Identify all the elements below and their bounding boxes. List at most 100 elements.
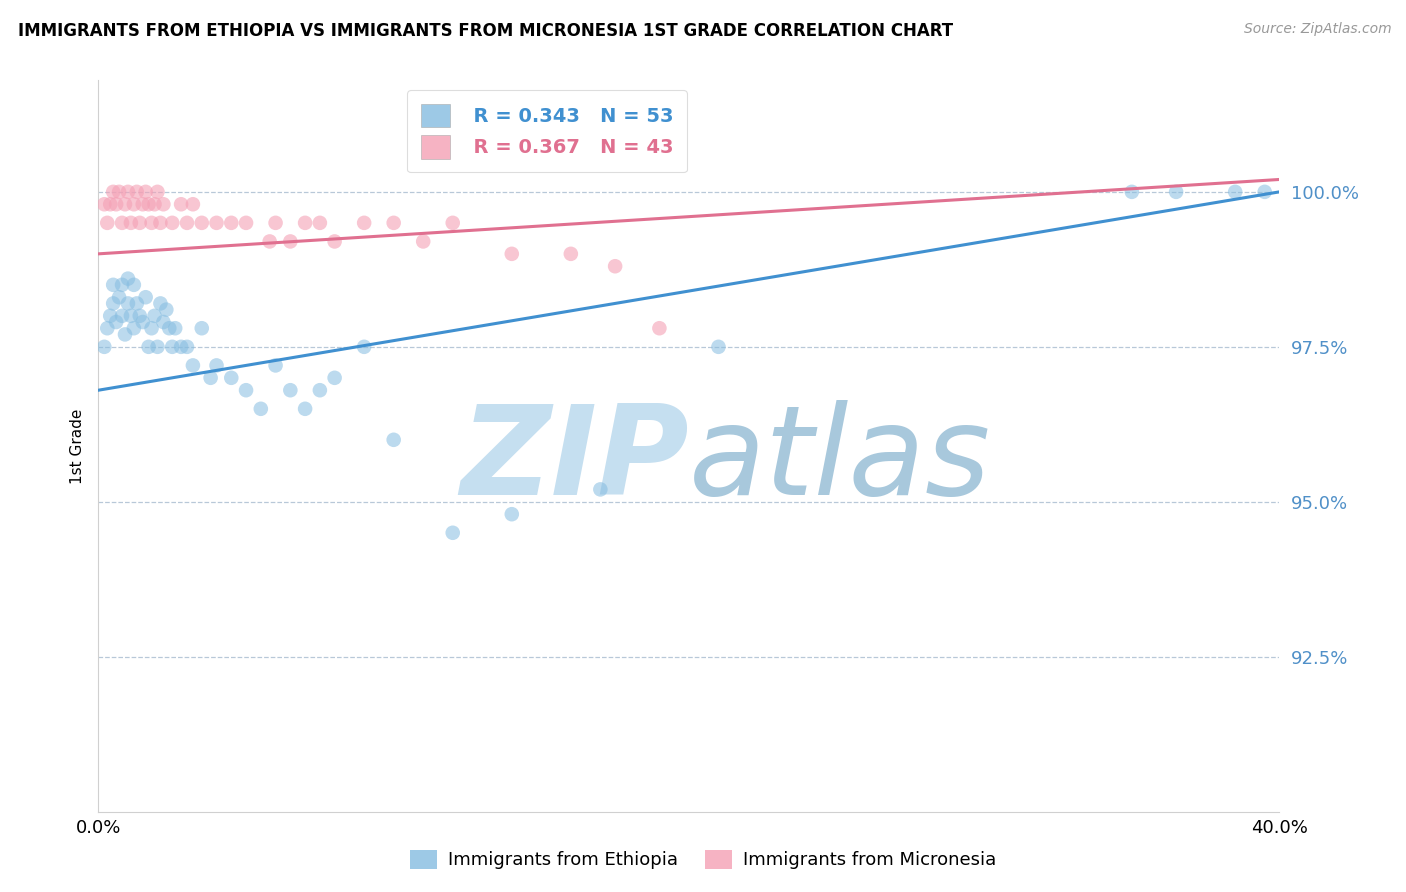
Point [149, 296, 172, 310]
Point [280, 383, 302, 397]
Point [323, 371, 346, 385]
Point [412, 235, 434, 249]
Point [1225, 185, 1247, 199]
Point [122, 197, 145, 211]
Point [323, 235, 346, 249]
Point [155, 302, 177, 317]
Point [135, 290, 157, 304]
Point [152, 315, 174, 329]
Point [138, 197, 160, 211]
Point [105, 197, 128, 211]
Point [157, 321, 180, 335]
Point [1254, 185, 1277, 199]
Y-axis label: 1st Grade: 1st Grade [69, 409, 84, 483]
Point [294, 401, 316, 416]
Point [120, 216, 142, 230]
Point [176, 216, 198, 230]
Point [125, 185, 148, 199]
Text: atlas: atlas [689, 401, 991, 521]
Point [181, 359, 204, 373]
Point [382, 216, 405, 230]
Point [605, 259, 627, 273]
Point [143, 197, 166, 211]
Point [98, 309, 121, 323]
Point [108, 290, 131, 304]
Point [117, 271, 139, 285]
Point [96, 216, 118, 230]
Text: Source: ZipAtlas.com: Source: ZipAtlas.com [1244, 22, 1392, 37]
Point [589, 483, 612, 497]
Point [128, 216, 150, 230]
Point [221, 216, 243, 230]
Point [143, 309, 166, 323]
Point [309, 383, 332, 397]
Point [648, 321, 671, 335]
Point [108, 185, 131, 199]
Point [98, 197, 121, 211]
Point [93, 340, 115, 354]
Point [707, 340, 730, 354]
Point [128, 309, 150, 323]
Point [132, 315, 155, 329]
Point [191, 216, 214, 230]
Point [382, 433, 405, 447]
Legend:   R = 0.343   N = 53,   R = 0.367   N = 43: R = 0.343 N = 53, R = 0.367 N = 43 [408, 90, 688, 172]
Point [96, 321, 118, 335]
Point [125, 296, 148, 310]
Point [132, 197, 155, 211]
Point [560, 247, 582, 261]
Text: IMMIGRANTS FROM ETHIOPIA VS IMMIGRANTS FROM MICRONESIA 1ST GRADE CORRELATION CHA: IMMIGRANTS FROM ETHIOPIA VS IMMIGRANTS F… [18, 22, 953, 40]
Point [103, 277, 125, 292]
Point [93, 197, 115, 211]
Legend: Immigrants from Ethiopia, Immigrants from Micronesia: Immigrants from Ethiopia, Immigrants fro… [401, 841, 1005, 879]
Point [138, 340, 160, 354]
Point [105, 315, 128, 329]
Point [117, 185, 139, 199]
Point [170, 340, 193, 354]
Point [181, 197, 204, 211]
Text: ZIP: ZIP [460, 401, 689, 521]
Point [250, 401, 273, 416]
Point [114, 197, 136, 211]
Point [141, 216, 163, 230]
Point [259, 235, 281, 249]
Point [501, 247, 523, 261]
Point [221, 371, 243, 385]
Point [111, 309, 134, 323]
Point [162, 340, 183, 354]
Point [280, 235, 302, 249]
Point [200, 371, 222, 385]
Point [309, 216, 332, 230]
Point [1166, 185, 1188, 199]
Point [235, 383, 257, 397]
Point [122, 277, 145, 292]
Point [176, 340, 198, 354]
Point [170, 197, 193, 211]
Point [149, 216, 172, 230]
Point [264, 216, 287, 230]
Point [205, 359, 228, 373]
Point [165, 321, 187, 335]
Point [135, 185, 157, 199]
Point [353, 340, 375, 354]
Point [141, 321, 163, 335]
Point [441, 525, 464, 540]
Point [111, 277, 134, 292]
Point [191, 321, 214, 335]
Point [146, 185, 169, 199]
Point [117, 296, 139, 310]
Point [235, 216, 257, 230]
Point [122, 321, 145, 335]
Point [111, 216, 134, 230]
Point [441, 216, 464, 230]
Point [103, 185, 125, 199]
Point [120, 309, 142, 323]
Point [264, 359, 287, 373]
Point [501, 507, 523, 521]
Point [103, 296, 125, 310]
Point [1121, 185, 1143, 199]
Point [162, 216, 183, 230]
Point [353, 216, 375, 230]
Point [114, 327, 136, 342]
Point [205, 216, 228, 230]
